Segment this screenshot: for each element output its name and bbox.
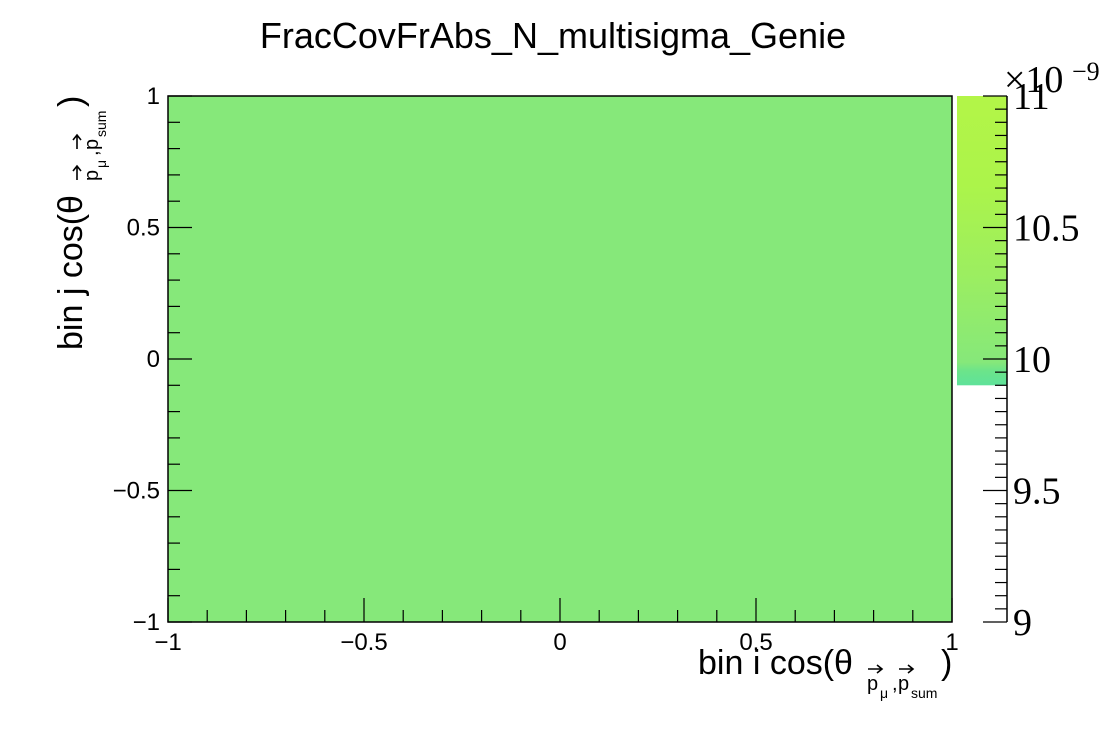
y-axis-label-arrow-2 xyxy=(72,133,82,149)
x-tick-label: −1 xyxy=(154,629,181,656)
y-axis-label-sub-comma: , xyxy=(81,150,103,156)
y-tick-label: −1 xyxy=(133,609,160,636)
colorbar-ticks xyxy=(983,95,1007,623)
colorbar: 9 9.5 10 10.5 11 ×10 −9 xyxy=(957,57,1100,644)
colorbar-tick-label: 10 xyxy=(1013,339,1051,381)
y-tick-label: −0.5 xyxy=(113,478,160,505)
x-axis-label: bin i cos(θ p μ , p sum ) xyxy=(698,644,952,701)
y-axis-label-main: bin j cos(θ xyxy=(52,195,90,350)
y-axis-ticks xyxy=(168,95,192,623)
heatmap-cells xyxy=(168,96,952,622)
x-axis-label-arrow-1 xyxy=(868,664,884,674)
colorbar-tick-label: 9 xyxy=(1013,602,1032,644)
colorbar-tick-label: 9.5 xyxy=(1013,471,1061,513)
y-tick-label: 1 xyxy=(147,83,160,110)
x-axis-label-sub-sum: sum xyxy=(911,685,937,701)
y-axis-label-close: ) xyxy=(52,96,90,107)
chart-title: FracCovFrAbs_N_multisigma_Genie xyxy=(260,15,846,56)
y-tick-label: 0 xyxy=(147,346,160,373)
x-axis-label-sub-p2: p xyxy=(898,673,909,695)
colorbar-tick-label: 11 xyxy=(1013,76,1050,118)
colorbar-tick-label: 10.5 xyxy=(1013,208,1080,250)
x-axis-label-sub-p1: p xyxy=(867,673,878,695)
y-tick-label: 0.5 xyxy=(127,215,160,242)
x-axis-label-close: ) xyxy=(941,644,952,682)
colorbar-exponent: −9 xyxy=(1072,57,1100,86)
x-axis-label-arrow-2 xyxy=(899,664,915,674)
x-axis-label-main: bin i cos(θ xyxy=(698,644,853,682)
colorbar-tick-labels: 9 9.5 10 10.5 11 xyxy=(1013,76,1080,644)
x-axis-ticks xyxy=(167,598,953,622)
x-axis-label-sub-mu: μ xyxy=(880,685,888,701)
y-axis-tick-labels: −1 −0.5 0 0.5 1 xyxy=(113,83,160,636)
colorbar-multiplier: ×10 xyxy=(1004,59,1063,101)
y-axis-label-arrow-1 xyxy=(72,164,82,180)
x-tick-label: 0.5 xyxy=(739,629,772,656)
x-axis-tick-labels: −1 −0.5 0 0.5 1 xyxy=(154,629,958,656)
y-axis-label-sub-p2: p xyxy=(81,139,103,150)
y-axis-label-sub-mu: μ xyxy=(93,160,109,168)
x-axis-label-sub-comma: , xyxy=(892,673,898,695)
x-tick-label: 0 xyxy=(553,629,566,656)
x-tick-label: 1 xyxy=(945,629,958,656)
x-tick-label: −0.5 xyxy=(340,629,387,656)
y-axis-label-sub-sum: sum xyxy=(93,111,109,137)
y-axis-label: bin j cos(θ p μ , p sum ) xyxy=(52,96,109,350)
y-axis-label-sub-p1: p xyxy=(81,170,103,181)
heatmap-cell xyxy=(168,96,952,622)
